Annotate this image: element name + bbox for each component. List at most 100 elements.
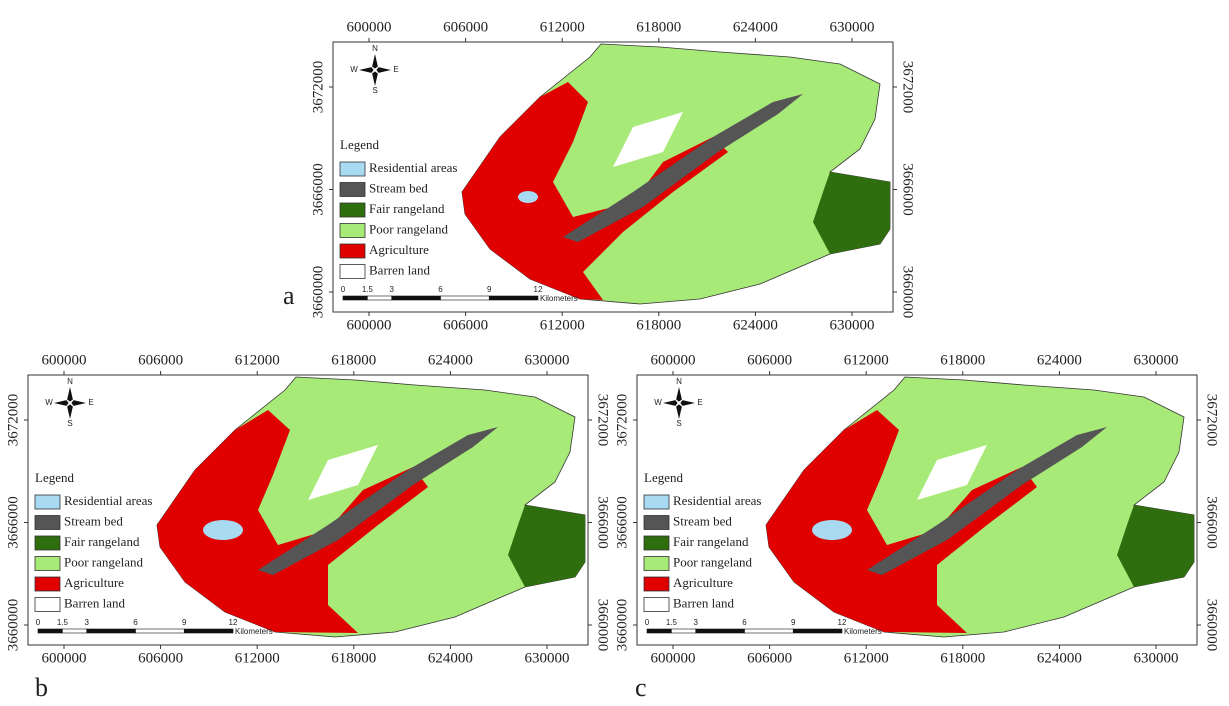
x-tick-label: 630000: [1134, 650, 1179, 666]
compass-label: N: [676, 377, 682, 386]
residential-area: [203, 520, 243, 540]
x-tick-label: 606000: [747, 352, 792, 368]
y-tick-label: 3660000: [595, 599, 611, 652]
scale-segment: [87, 629, 136, 633]
y-tick-label: 3672000: [614, 394, 630, 447]
x-tick-label: 606000: [443, 19, 488, 35]
y-tick-label: 3666000: [310, 163, 326, 216]
x-tick-label: 612000: [844, 650, 889, 666]
legend-label: Residential areas: [64, 493, 152, 508]
residential-area: [518, 191, 538, 203]
y-tick-label: 3672000: [310, 61, 326, 114]
compass-label: S: [676, 419, 681, 428]
scale-label: 0: [341, 285, 346, 294]
scale-segment: [647, 629, 671, 633]
x-tick-label: 624000: [733, 317, 778, 333]
x-tick-label: 612000: [540, 19, 585, 35]
legend-label: Barren land: [673, 595, 735, 610]
scale-label: 6: [133, 618, 138, 627]
x-tick-label: 606000: [443, 317, 488, 333]
x-tick-label: 618000: [331, 650, 376, 666]
legend-label: Barren land: [369, 262, 431, 277]
x-tick-label: 600000: [42, 650, 87, 666]
legend-swatch: [35, 536, 60, 550]
y-tick-label: 3666000: [5, 496, 21, 549]
scale-segment: [489, 296, 538, 300]
legend-swatch: [644, 516, 669, 530]
legend-swatch: [644, 495, 669, 509]
scale-label: 3: [85, 618, 90, 627]
y-tick-label: 3660000: [900, 266, 916, 319]
panel-letter: a: [283, 281, 295, 310]
legend-label: Agriculture: [673, 575, 733, 590]
x-tick-label: 624000: [1037, 650, 1082, 666]
legend-swatch: [644, 577, 669, 591]
x-tick-label: 624000: [428, 650, 473, 666]
compass-label: E: [88, 398, 93, 407]
legend-label: Agriculture: [64, 575, 124, 590]
legend-swatch: [35, 577, 60, 591]
compass-label: S: [372, 86, 377, 95]
compass-label: W: [45, 398, 53, 407]
y-tick-label: 3666000: [614, 496, 630, 549]
x-tick-label: 624000: [1037, 352, 1082, 368]
y-tick-label: 3666000: [900, 163, 916, 216]
x-tick-label: 600000: [651, 650, 696, 666]
scale-label: 1.5: [362, 285, 374, 294]
scale-segment: [392, 296, 441, 300]
legend-label: Residential areas: [673, 493, 761, 508]
y-tick-label: 3660000: [614, 599, 630, 652]
x-tick-label: 600000: [42, 352, 87, 368]
x-tick-label: 612000: [235, 352, 280, 368]
scale-label: 12: [838, 618, 847, 627]
y-tick-label: 3672000: [595, 394, 611, 447]
legend-swatch: [340, 265, 365, 279]
scale-label: 6: [742, 618, 747, 627]
scale-segment: [671, 629, 695, 633]
compass-label: W: [350, 65, 358, 74]
scale-label: 12: [229, 618, 238, 627]
compass-label: S: [67, 419, 72, 428]
legend-label: Poor rangeland: [673, 554, 753, 569]
figure: 6000006000006060006060006120006120006180…: [0, 0, 1229, 706]
legend-label: Stream bed: [64, 513, 123, 528]
scale-segment: [62, 629, 86, 633]
legend-swatch: [35, 495, 60, 509]
legend-label: Fair rangeland: [673, 534, 749, 549]
y-tick-label: 3660000: [310, 266, 326, 319]
y-tick-label: 3672000: [900, 61, 916, 114]
x-tick-label: 606000: [138, 352, 183, 368]
scale-label: 0: [36, 618, 41, 627]
scale-label: 3: [390, 285, 395, 294]
scale-label: 6: [438, 285, 443, 294]
map-panel: 6000006000006060006060006120006120006180…: [310, 19, 915, 333]
scale-segment: [441, 296, 490, 300]
scale-unit: Kilometers: [540, 294, 578, 303]
scale-segment: [793, 629, 842, 633]
map-panel: 6000006000006060006060006120006120006180…: [614, 352, 1219, 666]
scale-label: 0: [645, 618, 650, 627]
scale-segment: [38, 629, 62, 633]
legend-label: Fair rangeland: [369, 201, 445, 216]
legend-label: Stream bed: [369, 180, 428, 195]
legend-label: Barren land: [64, 595, 126, 610]
x-tick-label: 612000: [235, 650, 280, 666]
legend-label: Residential areas: [369, 160, 457, 175]
legend-swatch: [340, 224, 365, 238]
y-tick-label: 3666000: [595, 496, 611, 549]
compass-label: N: [67, 377, 73, 386]
scale-label: 1.5: [666, 618, 678, 627]
legend-swatch: [644, 598, 669, 612]
x-tick-label: 600000: [651, 352, 696, 368]
x-tick-label: 612000: [540, 317, 585, 333]
x-tick-label: 630000: [525, 650, 570, 666]
compass-label: W: [654, 398, 662, 407]
scale-label: 9: [487, 285, 492, 294]
scale-segment: [696, 629, 745, 633]
legend-swatch: [340, 162, 365, 176]
scale-segment: [184, 629, 233, 633]
panel-letter: b: [35, 673, 48, 702]
legend-swatch: [340, 244, 365, 258]
scale-label: 9: [791, 618, 796, 627]
legend-swatch: [644, 536, 669, 550]
